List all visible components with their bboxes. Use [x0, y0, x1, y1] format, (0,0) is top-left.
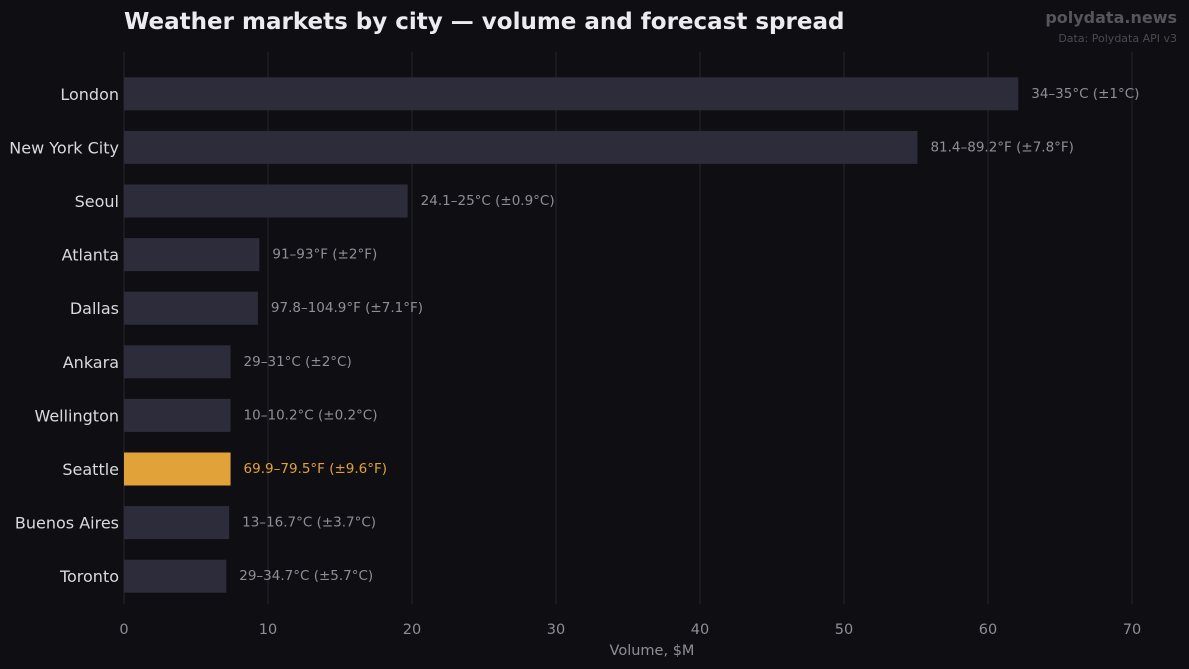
x-tick-label: 0	[119, 622, 128, 638]
bar-wellington	[124, 398, 231, 432]
bar-buenos-aires	[124, 506, 230, 540]
value-label: 24.1–25°C (±0.9°C)	[421, 193, 555, 209]
value-label: 29–31°C (±2°C)	[244, 354, 352, 370]
category-label: London	[60, 85, 119, 104]
category-label: Dallas	[70, 299, 119, 318]
x-tick-label: 60	[979, 622, 997, 638]
bar-dallas	[124, 291, 258, 325]
bar-seoul	[124, 184, 408, 218]
bar-new-york-city	[124, 130, 918, 164]
category-label: Toronto	[59, 567, 119, 586]
value-label: 81.4–89.2°F (±7.8°F)	[930, 139, 1074, 155]
x-tick-label: 40	[691, 622, 709, 638]
brand-watermark: polydata.news	[1045, 8, 1177, 27]
category-label: New York City	[9, 138, 119, 157]
bar-atlanta	[124, 238, 260, 272]
x-tick-label: 30	[547, 622, 565, 638]
category-label: Ankara	[63, 353, 119, 372]
x-tick-label: 10	[259, 622, 277, 638]
category-label: Seoul	[75, 192, 119, 211]
category-label: Seattle	[62, 460, 119, 479]
x-tick-label: 20	[403, 622, 421, 638]
x-tick-label: 50	[835, 622, 853, 638]
value-label: 91–93°F (±2°F)	[272, 247, 377, 263]
value-label: 97.8–104.9°F (±7.1°F)	[271, 300, 423, 316]
bar-ankara	[124, 345, 231, 379]
category-label: Buenos Aires	[15, 514, 119, 533]
value-label: 29–34.7°C (±5.7°C)	[239, 568, 373, 584]
value-label: 69.9–79.5°F (±9.6°F)	[244, 461, 388, 477]
value-label: 10–10.2°C (±0.2°C)	[244, 407, 378, 423]
x-axis-ticks: 0 10 20 30 40 50 60 70	[119, 622, 1141, 638]
value-labels: 34–35°C (±1°C) 81.4–89.2°F (±7.8°F) 24.1–2…	[239, 86, 1139, 584]
data-source-note: Data: Polydata API v3	[1058, 32, 1177, 45]
x-axis-title: Volume, $M	[610, 643, 695, 659]
bar-seattle	[124, 452, 231, 486]
x-tick-label: 70	[1123, 622, 1141, 638]
chart-title: Weather markets by city — volume and for…	[124, 9, 845, 35]
bar-toronto	[124, 559, 227, 593]
category-label: Atlanta	[62, 246, 119, 265]
category-labels: London New York City Seoul Atlanta Dallas Ank…	[9, 85, 119, 586]
bars	[124, 77, 1019, 593]
value-label: 13–16.7°C (±3.7°C)	[242, 515, 376, 531]
value-label: 34–35°C (±1°C)	[1031, 86, 1139, 102]
category-label: Wellington	[34, 406, 119, 425]
bar-london	[124, 77, 1019, 111]
